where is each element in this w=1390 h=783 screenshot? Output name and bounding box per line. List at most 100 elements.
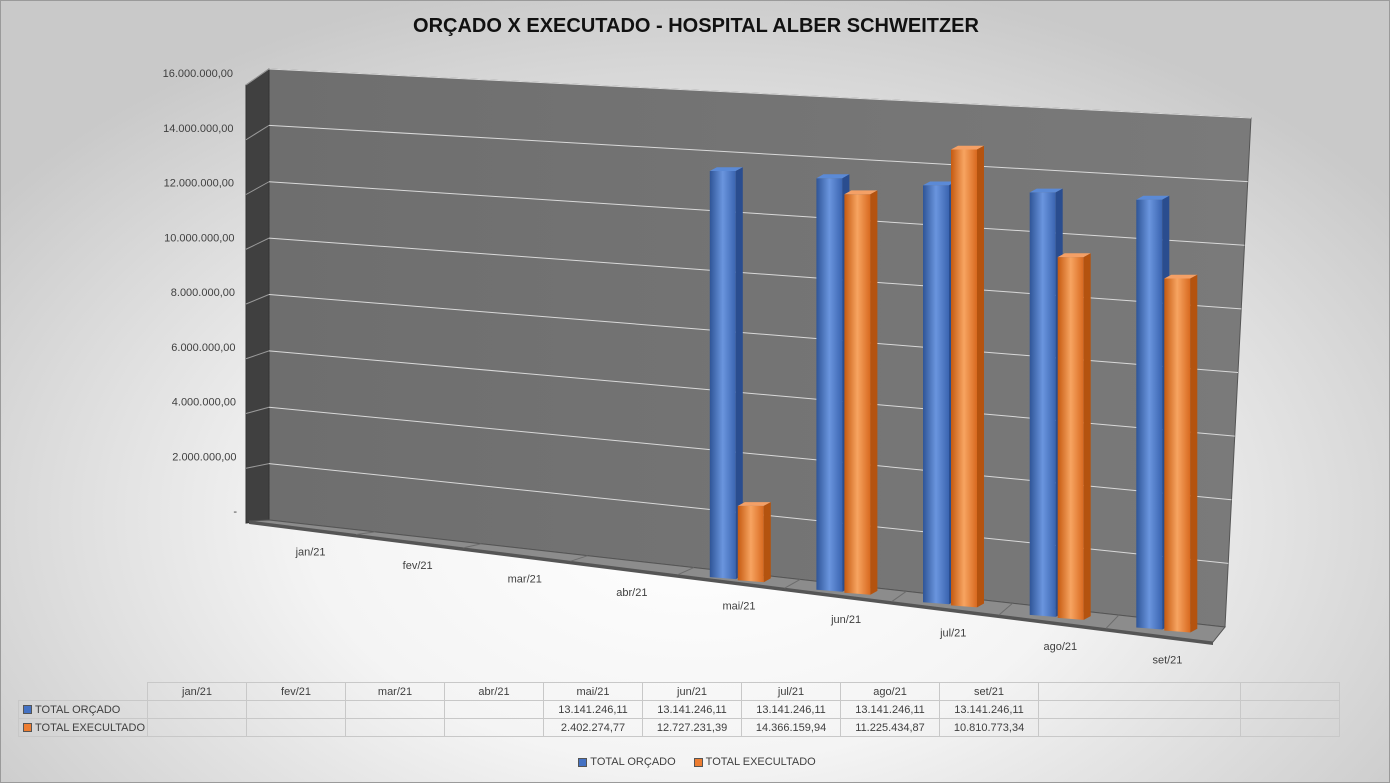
table-header-cell: mai/21 bbox=[543, 682, 644, 701]
series-name: TOTAL EXECULTADO bbox=[35, 721, 146, 734]
bar-side bbox=[763, 502, 771, 583]
floor-divider bbox=[570, 555, 588, 562]
table-cell: 13.141.246,11 bbox=[939, 700, 1040, 719]
x-tick-label: ago/21 bbox=[1044, 641, 1078, 653]
bar-top bbox=[1136, 195, 1170, 200]
gridline-side bbox=[245, 406, 270, 414]
bar-executado-ago-21 bbox=[1057, 253, 1091, 620]
bar-top bbox=[737, 502, 771, 506]
table-cell bbox=[444, 718, 545, 737]
chart-title: ORÇADO X EXECUTADO - HOSPITAL ALBER SCHW… bbox=[413, 15, 979, 37]
table-header-cell: ago/21 bbox=[840, 682, 941, 701]
legend: TOTAL ORÇADO TOTAL EXECULTADO bbox=[1, 756, 1389, 768]
table-cell bbox=[147, 700, 248, 719]
bar-top bbox=[1029, 188, 1063, 193]
table-cell bbox=[246, 700, 347, 719]
floor-divider bbox=[891, 590, 907, 603]
bar-front bbox=[951, 149, 977, 608]
table-cell bbox=[444, 700, 545, 719]
bar-top bbox=[816, 174, 850, 179]
gridline-side bbox=[245, 463, 270, 469]
bar-top bbox=[844, 190, 878, 195]
y-tick-label: 6.000.000,00 bbox=[171, 342, 235, 354]
bar-executado-jul-21 bbox=[951, 145, 984, 608]
table-cell: 2.402.274,77 bbox=[543, 718, 644, 737]
bar-front bbox=[1057, 257, 1084, 620]
table-cell: 13.141.246,11 bbox=[840, 700, 941, 719]
gridline bbox=[268, 181, 1245, 246]
x-tick-label: fev/21 bbox=[403, 560, 433, 572]
gridline bbox=[268, 68, 1252, 119]
bar-top bbox=[709, 167, 743, 171]
bar-front bbox=[737, 505, 764, 583]
bar-side bbox=[870, 190, 878, 595]
y-tick-label: 2.000.000,00 bbox=[172, 451, 236, 463]
floor-divider bbox=[998, 602, 1013, 616]
table-row: TOTAL ORÇADO 13.141.246,11 13.141.246,11 13… bbox=[17, 700, 1341, 719]
x-tick-label: jun/21 bbox=[830, 614, 861, 626]
gridline-side bbox=[245, 350, 270, 360]
table-header-cell: set/21 bbox=[939, 682, 1040, 701]
bar-executado-mai-21 bbox=[737, 502, 771, 583]
bar-executado-set-21 bbox=[1164, 274, 1198, 633]
bar-orcado-mai-21 bbox=[709, 167, 743, 580]
gridline bbox=[268, 124, 1248, 183]
y-tick-label: 8.000.000,00 bbox=[171, 287, 235, 299]
floor-divider bbox=[463, 543, 482, 549]
bar-front bbox=[816, 178, 843, 592]
bar-side bbox=[977, 145, 984, 608]
table-cell: 14.366.159,94 bbox=[741, 718, 842, 737]
y-tick-label: 16.000.000,00 bbox=[163, 68, 233, 80]
y-tick-label: 12.000.000,00 bbox=[164, 178, 234, 190]
bar-front bbox=[1164, 278, 1191, 633]
bar-front bbox=[844, 194, 871, 595]
x-tick-label: set/21 bbox=[1152, 654, 1182, 666]
table-header-cell: fev/21 bbox=[246, 682, 347, 701]
x-tick-label: abr/21 bbox=[616, 587, 647, 599]
bar-executado-jun-21 bbox=[844, 190, 878, 595]
gridline-side bbox=[245, 237, 270, 250]
bar-side bbox=[735, 167, 743, 580]
y-tick-label: 14.000.000,00 bbox=[163, 123, 233, 135]
table-cell bbox=[345, 718, 446, 737]
legend-label: TOTAL ORÇADO bbox=[590, 756, 676, 768]
legend-swatch-icon bbox=[578, 757, 588, 767]
table-cell: 13.141.246,11 bbox=[543, 700, 644, 719]
table-cell: 11.225.434,87 bbox=[840, 718, 941, 737]
legend-swatch-icon bbox=[693, 757, 703, 767]
bar-front bbox=[1136, 199, 1163, 630]
table-cell bbox=[246, 718, 347, 737]
bar-front bbox=[1029, 192, 1056, 617]
gridline-side bbox=[245, 124, 270, 141]
table-header-cell: mar/21 bbox=[345, 682, 446, 701]
bar-front bbox=[923, 185, 949, 605]
table-cell: 13.141.246,11 bbox=[642, 700, 743, 719]
series-swatch-icon bbox=[23, 705, 32, 715]
gridline-side bbox=[245, 181, 270, 195]
bar-top bbox=[923, 181, 956, 186]
bar-side bbox=[1083, 253, 1091, 620]
floor-divider bbox=[356, 531, 376, 535]
floor-divider bbox=[1105, 614, 1120, 629]
data-table: jan/21 fev/21 mar/21 abr/21 mai/21 jun/21 jul/… bbox=[17, 682, 1341, 737]
table-cell: 10.810.773,34 bbox=[939, 718, 1040, 737]
table-cell bbox=[147, 718, 248, 737]
y-tick-label: - bbox=[233, 506, 237, 518]
bar-side bbox=[1190, 274, 1198, 633]
table-header-cell: jan/21 bbox=[147, 682, 248, 701]
table-header-cell: jun/21 bbox=[642, 682, 743, 701]
bar-top bbox=[1057, 253, 1091, 258]
table-header-cell: jul/21 bbox=[741, 682, 842, 701]
x-tick-label: mai/21 bbox=[722, 601, 755, 613]
gridline-side bbox=[245, 294, 270, 305]
table-header-cell: abr/21 bbox=[444, 682, 545, 701]
series-name: TOTAL ORÇADO bbox=[35, 703, 121, 716]
floor-edge bbox=[249, 521, 1213, 645]
legend-item: TOTAL ORÇADO bbox=[576, 756, 676, 768]
plot-area: - 2.000.000,00 4.000.000,00 6.000.000,00 8.0… bbox=[163, 68, 1252, 666]
y-tick-label: 4.000.000,00 bbox=[172, 397, 236, 409]
legend-item: TOTAL EXECULTADO bbox=[692, 756, 816, 768]
table-cell bbox=[345, 700, 446, 719]
bar-top bbox=[951, 145, 984, 150]
